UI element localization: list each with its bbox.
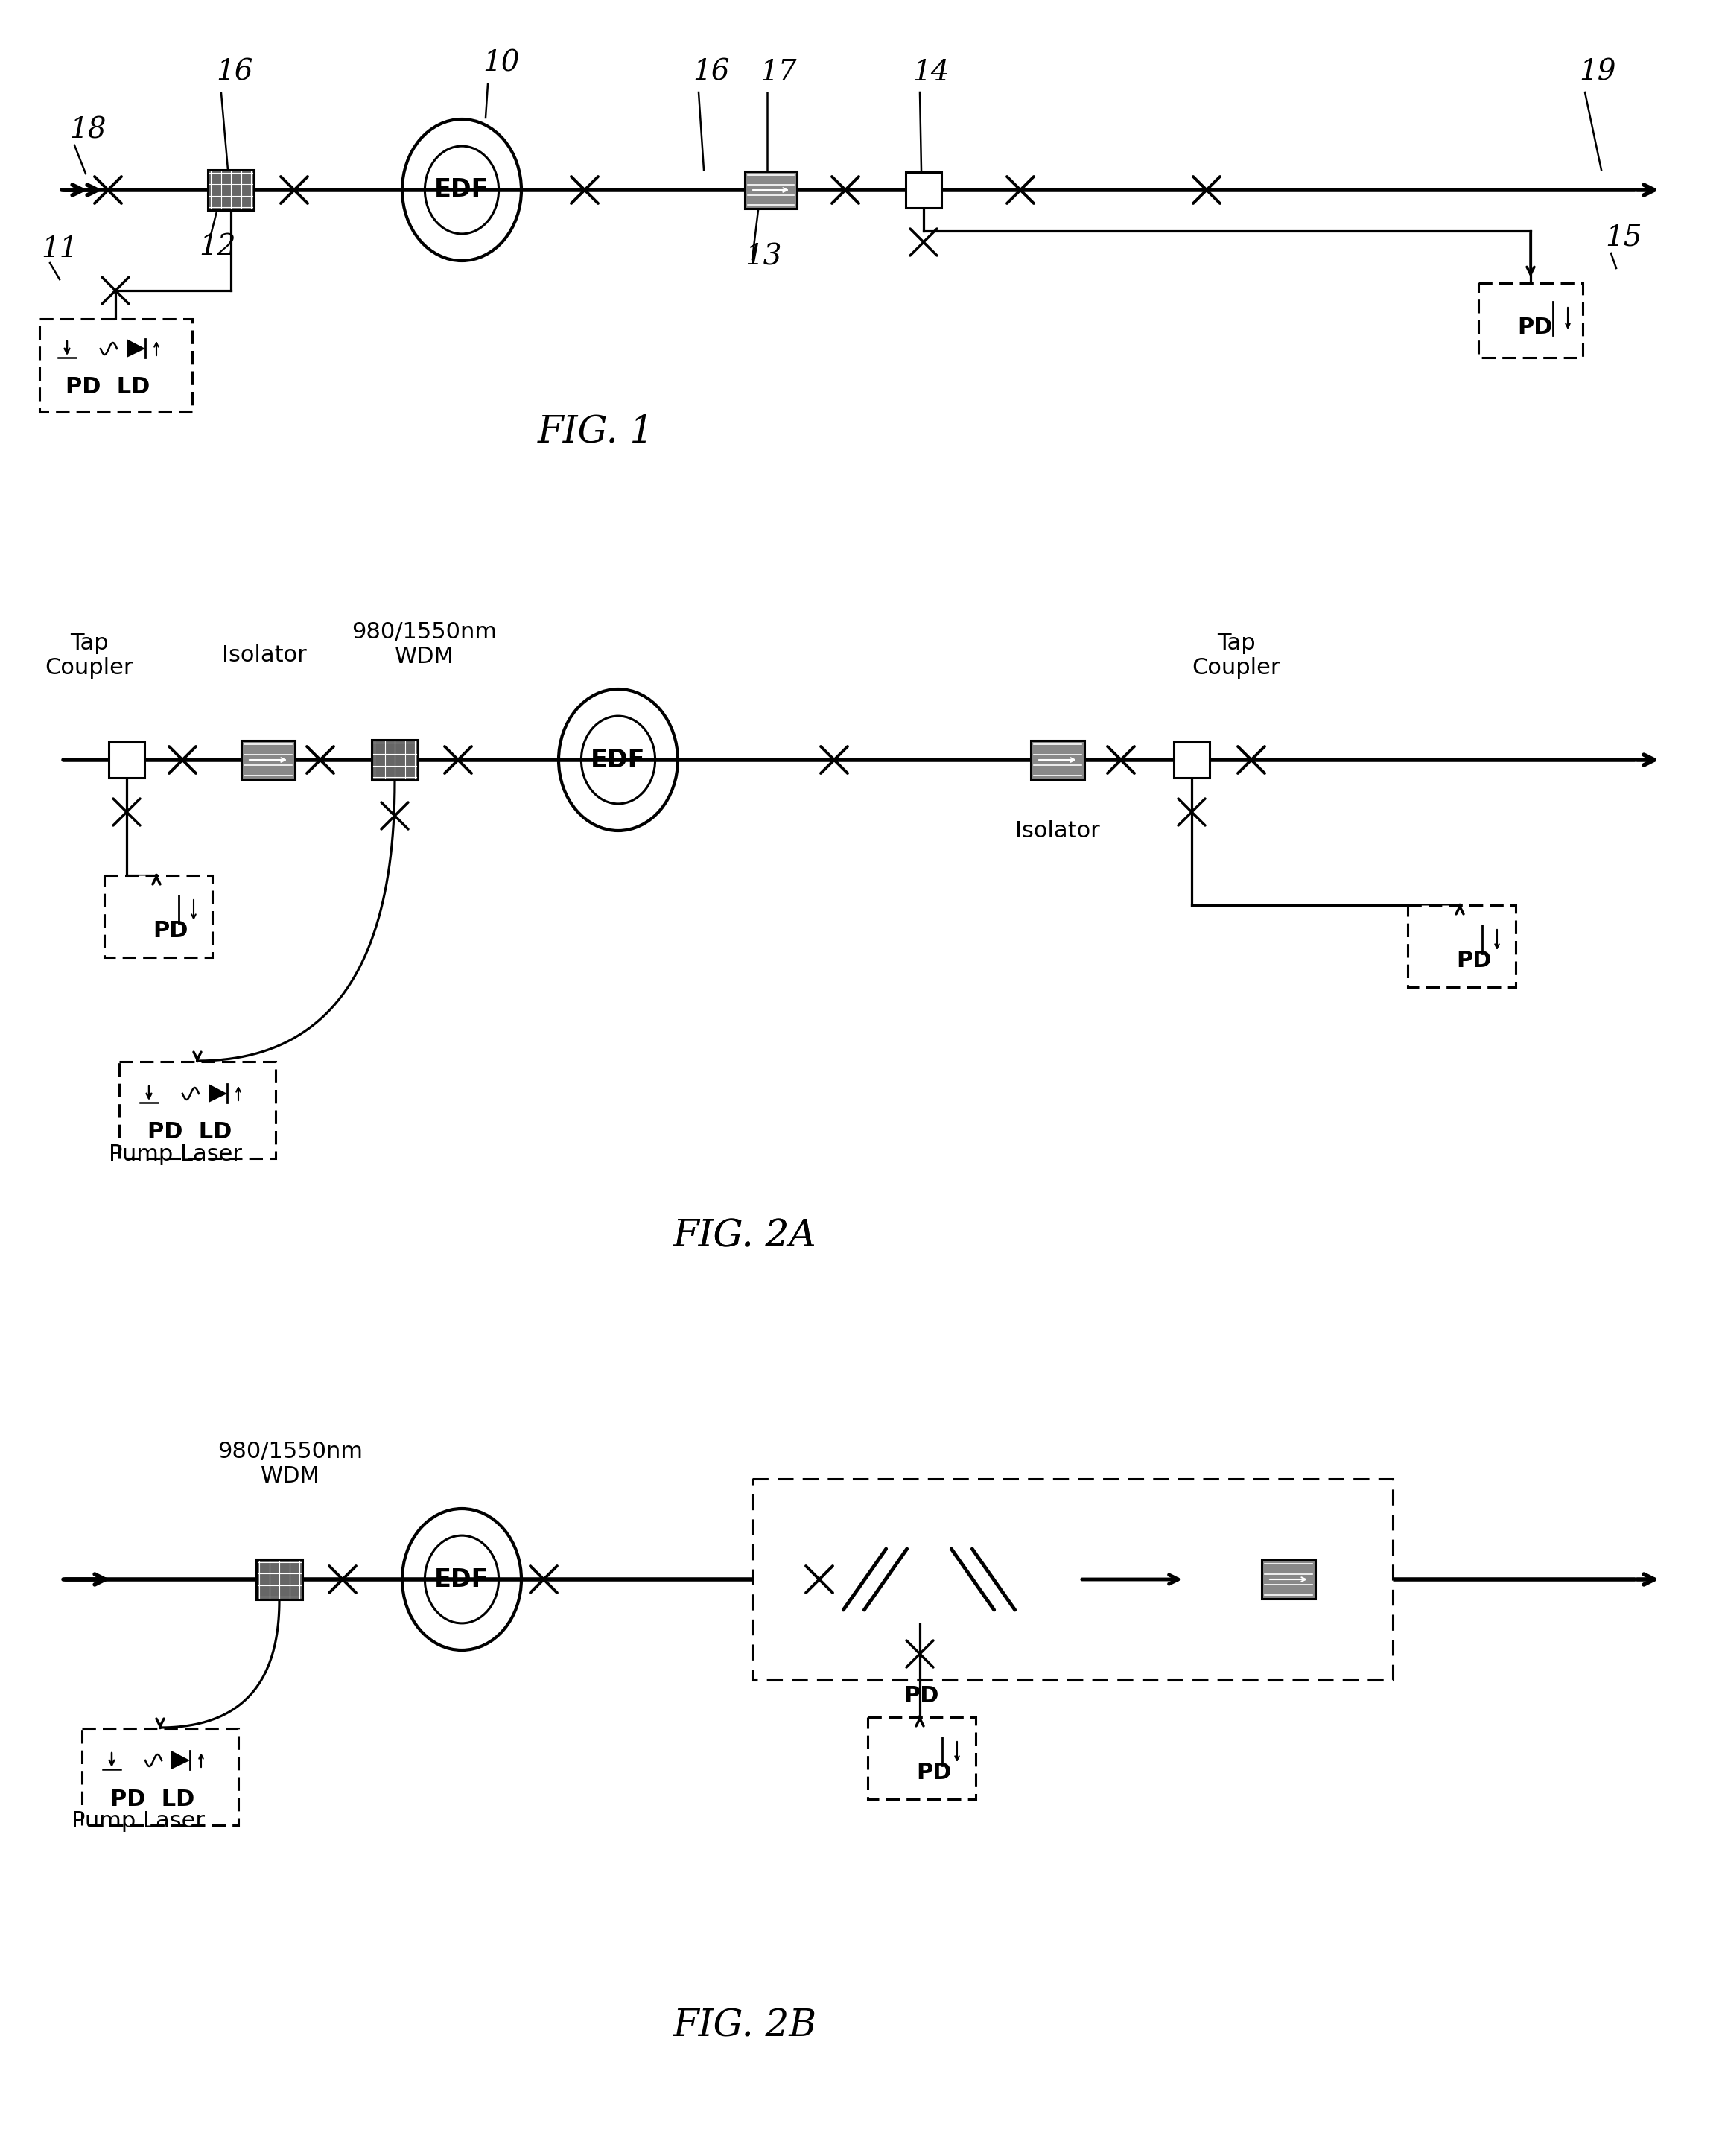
Text: PD: PD bbox=[916, 1761, 952, 1783]
Text: 980/1550nm
WDM: 980/1550nm WDM bbox=[218, 1440, 363, 1488]
Text: 13: 13 bbox=[744, 244, 782, 270]
Text: 18: 18 bbox=[69, 116, 107, 144]
Text: PD  LD: PD LD bbox=[110, 1787, 194, 1809]
Text: FIG. 1: FIG. 1 bbox=[538, 414, 653, 451]
Polygon shape bbox=[172, 1751, 189, 1770]
Text: 17: 17 bbox=[760, 58, 796, 86]
Polygon shape bbox=[127, 338, 144, 358]
Text: Tap
Coupler: Tap Coupler bbox=[1193, 632, 1281, 679]
Text: PD  LD: PD LD bbox=[148, 1121, 232, 1143]
Bar bbox=[1408, 906, 1516, 987]
Text: EDF: EDF bbox=[435, 1567, 490, 1591]
Text: 16: 16 bbox=[693, 58, 729, 86]
Polygon shape bbox=[208, 1084, 227, 1102]
Text: 12: 12 bbox=[199, 233, 236, 261]
Bar bbox=[208, 170, 254, 209]
Bar bbox=[1262, 1561, 1315, 1600]
Text: Pump Laser: Pump Laser bbox=[108, 1143, 242, 1164]
Bar bbox=[105, 875, 211, 957]
Text: 14: 14 bbox=[913, 58, 949, 86]
Bar bbox=[256, 1559, 303, 1600]
Bar bbox=[1031, 740, 1085, 778]
Text: Tap
Coupler: Tap Coupler bbox=[45, 632, 134, 679]
Bar bbox=[83, 1729, 239, 1826]
Bar bbox=[753, 1479, 1392, 1680]
Bar bbox=[371, 740, 418, 780]
Bar bbox=[1478, 282, 1583, 358]
Text: 16: 16 bbox=[217, 58, 253, 86]
Text: PD: PD bbox=[153, 921, 187, 942]
Text: 15: 15 bbox=[1606, 224, 1642, 252]
Text: 11: 11 bbox=[41, 235, 77, 263]
Text: PD  LD: PD LD bbox=[65, 377, 150, 399]
Bar bbox=[1174, 742, 1210, 778]
Text: EDF: EDF bbox=[435, 177, 490, 203]
Text: PD: PD bbox=[1518, 317, 1552, 338]
Text: 980/1550nm
WDM: 980/1550nm WDM bbox=[352, 621, 497, 668]
Text: 10: 10 bbox=[483, 50, 519, 78]
Bar bbox=[868, 1716, 976, 1798]
Text: 19: 19 bbox=[1580, 58, 1616, 86]
Text: EDF: EDF bbox=[591, 748, 646, 772]
Bar bbox=[108, 742, 144, 778]
Bar bbox=[40, 319, 193, 412]
Bar bbox=[906, 172, 942, 207]
Text: Isolator: Isolator bbox=[1016, 819, 1100, 841]
Text: PD: PD bbox=[1456, 951, 1492, 972]
Bar bbox=[119, 1061, 275, 1158]
Text: Isolator: Isolator bbox=[222, 645, 306, 666]
Text: FIG. 2B: FIG. 2B bbox=[672, 2007, 817, 2044]
Bar bbox=[744, 170, 798, 209]
Text: FIG. 2A: FIG. 2A bbox=[674, 1218, 817, 1255]
Bar bbox=[241, 740, 296, 778]
Text: FIG. 2A: FIG. 2A bbox=[674, 1218, 817, 1255]
Text: Pump Laser: Pump Laser bbox=[70, 1811, 205, 1833]
Text: PD: PD bbox=[904, 1686, 939, 1708]
